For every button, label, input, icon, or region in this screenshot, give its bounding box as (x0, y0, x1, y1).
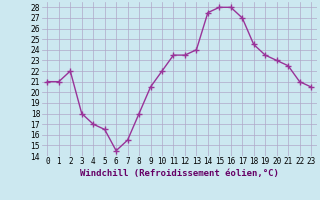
X-axis label: Windchill (Refroidissement éolien,°C): Windchill (Refroidissement éolien,°C) (80, 169, 279, 178)
